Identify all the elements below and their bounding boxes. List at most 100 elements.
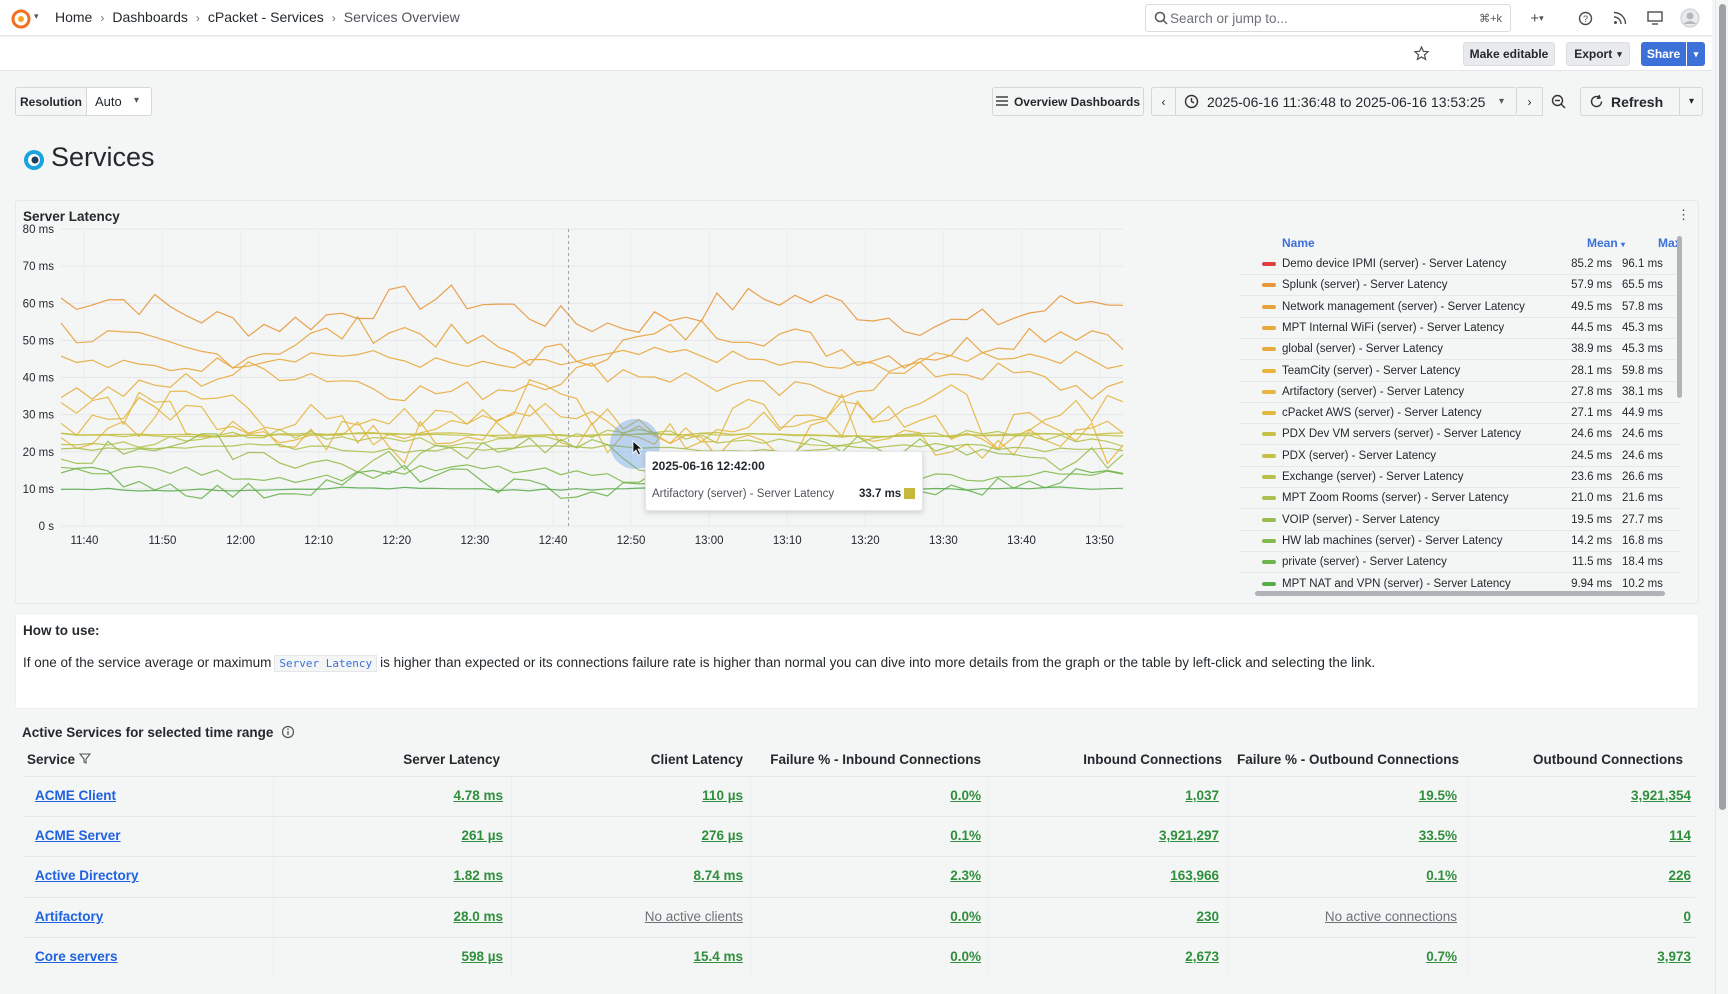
legend-row[interactable]: private (server) - Server Latency 11.5 ms… (1240, 552, 1680, 574)
service-link[interactable]: Active Directory (35, 868, 139, 884)
overview-dashboards-button[interactable]: Overview Dashboards (992, 87, 1144, 116)
inbound-connections-cell[interactable]: 2,673 (1185, 948, 1219, 964)
share-dropdown-chevron-icon[interactable]: ▾ (1687, 42, 1705, 66)
column-header-outbound-connections[interactable]: Outbound Connections (1533, 752, 1683, 767)
filter-icon[interactable] (78, 753, 91, 764)
share-button[interactable]: Share (1641, 42, 1686, 66)
latency-chart[interactable]: 0 s 10 ms 20 ms 30 ms 40 ms 50 ms 60 ms 70 ms 80… (16, 221, 1246, 605)
legend-horizontal-scrollbar[interactable] (1255, 591, 1665, 596)
zoom-out-icon[interactable] (1545, 87, 1571, 116)
export-button[interactable]: Export ▾ (1566, 42, 1630, 66)
client-latency-cell[interactable]: 8.74 ms (693, 868, 743, 884)
server-latency-cell[interactable]: 598 µs (461, 948, 503, 964)
failure-outbound-cell[interactable]: 19.5% (1418, 788, 1457, 803)
resolution-select[interactable]: Auto (95, 94, 122, 109)
client-latency-cell[interactable]: 110 µs (702, 788, 743, 803)
inbound-connections-cell[interactable]: 1,037 (1185, 788, 1219, 803)
column-header-inbound-connections[interactable]: Inbound Connections (1083, 752, 1222, 767)
outbound-connections-cell[interactable]: 0 (1683, 908, 1691, 924)
refresh-button[interactable]: Refresh ▾ (1580, 87, 1703, 116)
column-header-failure-outbound[interactable]: Failure % - Outbound Connections (1237, 752, 1459, 767)
breadcrumb-dashboards[interactable]: Dashboards (112, 9, 188, 25)
legend-row[interactable]: Demo device IPMI (server) - Server Laten… (1240, 254, 1680, 275)
inbound-connections-cell[interactable]: 3,921,297 (1158, 828, 1219, 844)
failure-inbound-cell[interactable]: 2.3% (950, 868, 981, 884)
legend-row[interactable]: Splunk (server) - Server Latency 57.9 ms 6… (1240, 275, 1680, 297)
client-latency-cell[interactable]: 276 µs (701, 828, 743, 844)
make-editable-button[interactable]: Make editable (1463, 42, 1555, 66)
page-scrollbar[interactable] (1715, 0, 1728, 994)
refresh-interval-chevron-icon[interactable]: ▾ (1679, 88, 1703, 115)
legend-row[interactable]: MPT NAT and VPN (server) - Server Latenc… (1240, 574, 1680, 591)
kiosk-monitor-icon[interactable] (1645, 8, 1665, 28)
grafana-logo-icon[interactable] (10, 8, 32, 33)
time-range-picker[interactable]: ‹ 2025-06-16 11:36:48 to 2025-06-16 13:5… (1151, 87, 1517, 116)
legend-row[interactable]: MPT Zoom Rooms (server) - Server Latency… (1240, 488, 1680, 510)
failure-inbound-cell[interactable]: 0.1% (950, 828, 981, 844)
panel-menu-icon[interactable]: ⋮ (1677, 207, 1690, 222)
failure-outbound-cell[interactable]: 33.5% (1418, 828, 1457, 844)
failure-inbound-cell[interactable]: 0.0% (950, 948, 981, 964)
legend-row[interactable]: PDX (server) - Server Latency 24.5 ms 24.6… (1240, 446, 1680, 467)
legend-row[interactable]: HW lab machines (server) - Server Latenc… (1240, 531, 1680, 552)
legend-header-mean[interactable]: Mean ▾ (1587, 236, 1625, 250)
help-icon[interactable]: ? (1575, 8, 1595, 28)
legend-mean-value: 57.9 ms (1571, 279, 1612, 292)
legend-row[interactable]: PDX Dev VM servers (server) - Server Lat… (1240, 424, 1680, 446)
chevron-down-icon[interactable]: ▾ (134, 95, 140, 106)
legend-header-name[interactable]: Name (1282, 236, 1315, 250)
resolution-label: Resolution (16, 88, 87, 115)
server-latency-cell[interactable]: 28.0 ms (453, 908, 503, 924)
menu-chevron-down-icon[interactable]: ▾ (34, 11, 39, 21)
client-latency-cell[interactable]: 15.4 ms (693, 948, 743, 964)
service-link[interactable]: ACME Server (35, 828, 121, 844)
breadcrumb-home[interactable]: Home (55, 9, 93, 25)
star-favorite-icon[interactable] (1411, 43, 1431, 63)
failure-outbound-cell[interactable]: No active connections (1324, 908, 1457, 924)
legend-row[interactable]: VOIP (server) - Server Latency 19.5 ms 27.… (1240, 510, 1680, 531)
service-link[interactable]: Core servers (35, 948, 118, 964)
outbound-connections-cell[interactable]: 3,973 (1657, 948, 1691, 964)
client-latency-cell[interactable]: No active clients (644, 908, 743, 924)
legend-row[interactable]: Network management (server) - Server Lat… (1240, 297, 1680, 318)
inbound-connections-cell[interactable]: 230 (1196, 908, 1219, 924)
service-link[interactable]: Artifactory (35, 908, 104, 924)
failure-inbound-cell[interactable]: 0.0% (950, 908, 981, 924)
add-plus-icon[interactable]: + ▾ (1530, 9, 1544, 27)
column-divider (988, 937, 989, 978)
chevron-left-icon[interactable]: ‹ (1152, 88, 1176, 115)
legend-row[interactable]: TeamCity (server) - Server Latency 28.1 m… (1240, 361, 1680, 382)
info-icon[interactable] (281, 725, 295, 742)
legend-row[interactable]: Artifactory (server) - Server Latency 27.… (1240, 382, 1680, 403)
outbound-connections-cell[interactable]: 3,921,354 (1630, 788, 1691, 803)
service-link[interactable]: ACME Client (35, 788, 116, 803)
legend-header-max[interactable]: Max (1658, 236, 1682, 250)
server-latency-cell[interactable]: 4.78 ms (453, 788, 503, 803)
legend-row[interactable]: MPT Internal WiFi (server) - Server Late… (1240, 318, 1680, 339)
server-latency-cell[interactable]: 261 µs (461, 828, 503, 844)
tooltip-series-color (904, 488, 915, 499)
inbound-connections-cell[interactable]: 163,966 (1170, 868, 1219, 884)
bars-icon (995, 95, 1008, 109)
page-scrollbar-thumb[interactable] (1719, 4, 1726, 810)
column-header-service[interactable]: Service (27, 752, 91, 767)
breadcrumb-folder[interactable]: cPacket - Services (207, 9, 324, 25)
column-header-failure-inbound[interactable]: Failure % - Inbound Connections (770, 752, 981, 767)
column-divider (1228, 897, 1229, 938)
chevron-right-icon[interactable]: › (1517, 87, 1543, 116)
failure-outbound-cell[interactable]: 0.7% (1426, 948, 1457, 964)
rss-news-icon[interactable] (1610, 8, 1630, 28)
outbound-connections-cell[interactable]: 226 (1668, 868, 1691, 884)
search-input[interactable]: Search or jump to... ⌘+k (1145, 4, 1511, 32)
outbound-connections-cell[interactable]: 114 (1669, 828, 1691, 844)
legend-row[interactable]: Exchange (server) - Server Latency 23.6 m… (1240, 467, 1680, 488)
user-avatar-icon[interactable] (1680, 8, 1700, 28)
failure-inbound-cell[interactable]: 0.0% (950, 788, 981, 803)
legend-row[interactable]: cPacket AWS (server) - Server Latency 27.… (1240, 403, 1680, 425)
column-header-server-latency[interactable]: Server Latency (403, 752, 500, 767)
column-header-client-latency[interactable]: Client Latency (650, 752, 743, 767)
legend-scrollbar[interactable] (1677, 236, 1682, 398)
server-latency-cell[interactable]: 1.82 ms (453, 868, 503, 884)
legend-row[interactable]: global (server) - Server Latency 38.9 ms 4… (1240, 339, 1680, 361)
failure-outbound-cell[interactable]: 0.1% (1426, 868, 1457, 884)
